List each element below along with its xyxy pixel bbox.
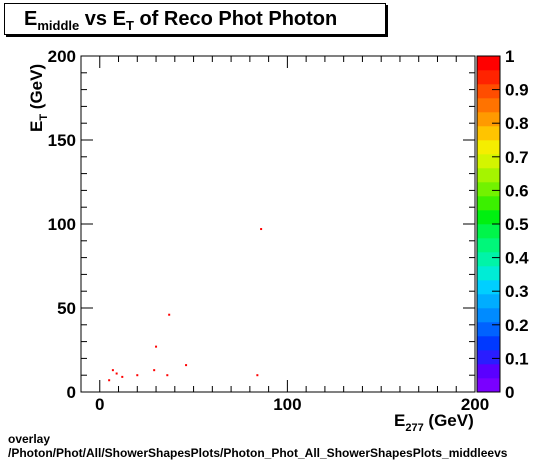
palette-tick-label: 0.5 bbox=[505, 215, 529, 234]
palette-swatch bbox=[477, 224, 500, 239]
color-palette: 0 0.1 0.2 0.3 0.4 0.5 0.6 0.7 0.8 0.9 1 bbox=[476, 47, 529, 402]
palette-swatch bbox=[477, 322, 500, 337]
data-point bbox=[153, 369, 156, 372]
palette-swatch bbox=[477, 238, 500, 253]
palette-swatch bbox=[477, 294, 500, 309]
axis-ticks: 0 100 200 0 50 100 150 200 bbox=[48, 47, 490, 414]
x-tick-label: 200 bbox=[461, 395, 489, 414]
palette-tick-label: 1 bbox=[505, 47, 514, 66]
footer-line-1: overlay bbox=[8, 432, 51, 446]
palette-swatch bbox=[477, 308, 500, 323]
palette-swatch bbox=[477, 154, 500, 169]
palette-swatch bbox=[477, 350, 500, 365]
data-point bbox=[260, 228, 263, 231]
y-tick-label: 100 bbox=[48, 215, 76, 234]
palette-swatch bbox=[477, 378, 500, 393]
x-axis-label: E277 (GeV) bbox=[394, 411, 474, 434]
data-point bbox=[185, 364, 188, 367]
palette-swatch bbox=[477, 196, 500, 211]
palette-swatch bbox=[477, 126, 500, 141]
palette-tick-label: 0 bbox=[505, 383, 514, 402]
palette-swatch bbox=[477, 56, 500, 71]
data-point bbox=[256, 374, 259, 377]
y-tick-label: 150 bbox=[48, 131, 76, 150]
palette-swatch bbox=[477, 112, 500, 127]
data-point bbox=[111, 369, 114, 372]
palette-swatch bbox=[477, 210, 500, 225]
palette-tick-label: 0.3 bbox=[505, 282, 529, 301]
palette-swatch bbox=[477, 280, 500, 295]
palette-swatch bbox=[477, 252, 500, 267]
title-box: Emiddle vs ET of Reco Phot Photon bbox=[4, 3, 386, 35]
palette-tick-label: 0.1 bbox=[505, 349, 529, 368]
data-point bbox=[136, 374, 139, 377]
palette-tick-label: 0.7 bbox=[505, 148, 529, 167]
y-tick-label: 0 bbox=[67, 383, 76, 402]
footer-line-2: /Photon/Phot/All/ShowerShapesPlots/Photo… bbox=[8, 446, 508, 460]
data-point bbox=[166, 374, 169, 377]
palette-swatch bbox=[477, 140, 500, 155]
data-point bbox=[108, 379, 111, 382]
y-axis-label: ET (GeV) bbox=[27, 64, 50, 132]
palette-swatch bbox=[477, 168, 500, 183]
palette-swatch bbox=[477, 70, 500, 85]
data-point bbox=[121, 375, 124, 378]
palette-swatch bbox=[477, 182, 500, 197]
palette-tick-label: 0.8 bbox=[505, 114, 529, 133]
y-tick-label: 50 bbox=[57, 299, 76, 318]
palette-swatch bbox=[477, 364, 500, 379]
palette-tick-label: 0.9 bbox=[505, 81, 529, 100]
x-tick-label: 100 bbox=[273, 395, 301, 414]
data-point bbox=[168, 313, 171, 316]
data-points bbox=[108, 228, 263, 382]
y-tick-label: 200 bbox=[48, 47, 76, 66]
palette-tick-label: 0.2 bbox=[505, 316, 529, 335]
palette-swatch bbox=[477, 336, 500, 351]
palette-tick-label: 0.6 bbox=[505, 181, 529, 200]
x-tick-label: 0 bbox=[95, 395, 104, 414]
plot-frame bbox=[80, 55, 476, 393]
data-point bbox=[155, 345, 158, 348]
palette-swatch bbox=[477, 84, 500, 99]
chart-title: Emiddle vs ET of Reco Phot Photon bbox=[24, 8, 338, 33]
palette-swatch bbox=[477, 266, 500, 281]
data-point bbox=[115, 372, 118, 375]
palette-swatch bbox=[477, 98, 500, 113]
palette-tick-label: 0.4 bbox=[505, 249, 529, 268]
